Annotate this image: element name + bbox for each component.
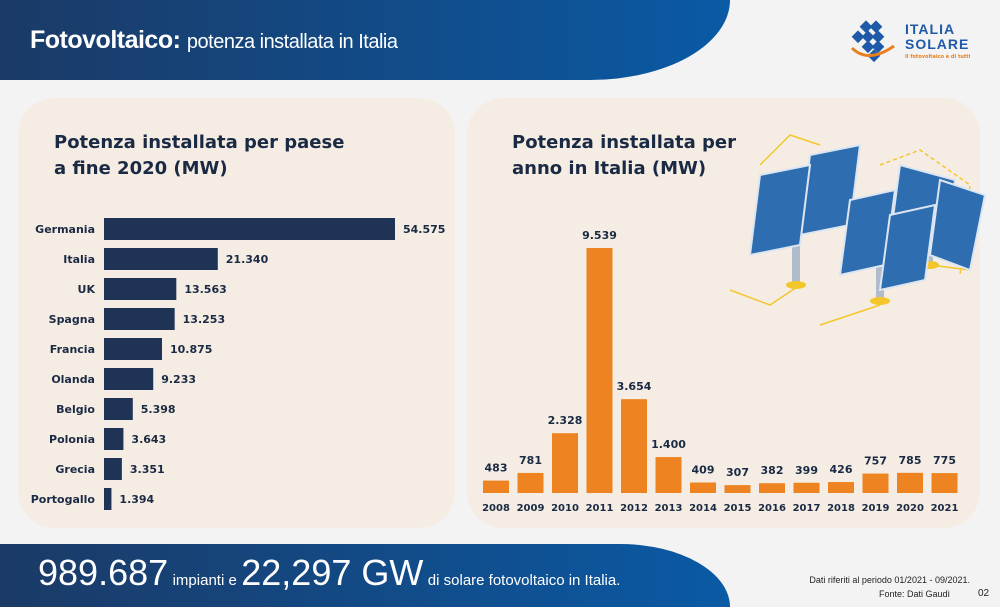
category-label: Italia [63,253,95,266]
bar-italia [104,248,218,270]
year-label: 2019 [862,503,890,514]
bar-2013 [655,457,682,493]
source-note: Dati riferiti al periodo 01/2021 - 09/20… [809,575,970,599]
year-label: 2010 [551,503,579,514]
bar-2015 [724,485,751,493]
solar-panels-illustration-icon [729,134,987,326]
year-label: 2011 [586,503,614,514]
category-label: Polonia [49,433,95,446]
value-label: 409 [692,463,715,476]
value-label: 3.643 [131,433,166,446]
bar-2017 [793,482,820,493]
value-label: 54.575 [403,223,445,236]
value-label: 1.400 [651,438,686,451]
bar-2016 [759,483,785,493]
year-label: 2008 [482,503,510,514]
country-bar-chart: Germania 54.575 Italia 21.340 UK 13.563 Spagna… [31,218,445,510]
bar-2010 [552,433,578,493]
page-title: Fotovoltaico: potenza installata in Ital… [30,26,398,54]
bar-spagna [104,308,175,330]
value-label: 13.253 [183,313,225,326]
bar-2009 [517,472,544,493]
footer-summary: 989.687 impianti e 22,297 GW di solare f… [38,552,621,593]
value-label: 9.539 [582,229,617,242]
bar-2011 [586,248,613,493]
bar-2020 [897,472,923,493]
year-label: 2012 [620,503,648,514]
category-label: Olanda [51,373,95,386]
header-banner [0,0,730,80]
value-label: 3.654 [617,380,652,393]
value-label: 307 [726,466,749,479]
bar-2012 [621,399,647,493]
bar-uk [104,278,177,300]
footer-banner [0,544,730,607]
value-label: 1.394 [119,493,154,506]
bar-2021 [931,473,958,493]
year-label: 2020 [896,503,924,514]
bar-olanda [104,368,154,390]
value-label: 2.328 [548,414,583,427]
bar-2014 [690,482,716,493]
year-label: 2016 [758,503,786,514]
value-label: 5.398 [141,403,176,416]
value-label: 13.563 [184,283,226,296]
bar-2018 [828,482,854,493]
category-label: Francia [50,343,95,356]
value-label: 426 [830,463,853,476]
year-label: 2014 [689,503,717,514]
value-label: 775 [933,454,956,467]
country-chart-title: Potenza installata per paese a fine 2020 … [54,132,345,179]
value-label: 399 [795,464,818,477]
bar-grecia [104,458,122,480]
logo-tagline: Il fotovoltaico è di tutti [905,54,971,60]
year-label: 2015 [724,503,752,514]
bar-2008 [483,480,509,493]
value-label: 10.875 [170,343,212,356]
year-label: 2018 [827,503,855,514]
value-label: 483 [485,462,508,475]
year-label: 2013 [655,503,683,514]
logo-text: ITALIA SOLARE [905,21,970,52]
bar-2019 [862,473,889,493]
category-label: Spagna [49,313,95,326]
value-label: 757 [864,455,887,468]
category-label: Belgio [56,403,95,416]
category-label: Grecia [55,463,95,476]
value-label: 9.233 [161,373,196,386]
value-label: 3.351 [130,463,165,476]
year-label: 2017 [793,503,821,514]
country-chart-panel [18,98,455,528]
bar-polonia [104,428,124,450]
category-label: UK [78,283,96,296]
year-label: 2021 [931,503,959,514]
year-chart-title: Potenza installata per anno in Italia (MW… [512,132,736,179]
year-label: 2009 [517,503,545,514]
page-number: 02 [978,588,990,599]
italia-solare-logo-icon [850,20,895,63]
bar-francia [104,338,162,360]
value-label: 781 [519,454,542,467]
bar-portogallo [104,488,112,510]
bar-belgio [104,398,133,420]
year-bar-chart: 483 2008 781 2009 2.328 2010 9.539 2011 3.654 201… [482,229,958,514]
value-label: 382 [761,464,784,477]
category-label: Portogallo [31,493,96,506]
bar-germania [104,218,395,240]
category-label: Germania [35,223,95,236]
value-label: 785 [899,454,922,467]
value-label: 21.340 [226,253,269,266]
